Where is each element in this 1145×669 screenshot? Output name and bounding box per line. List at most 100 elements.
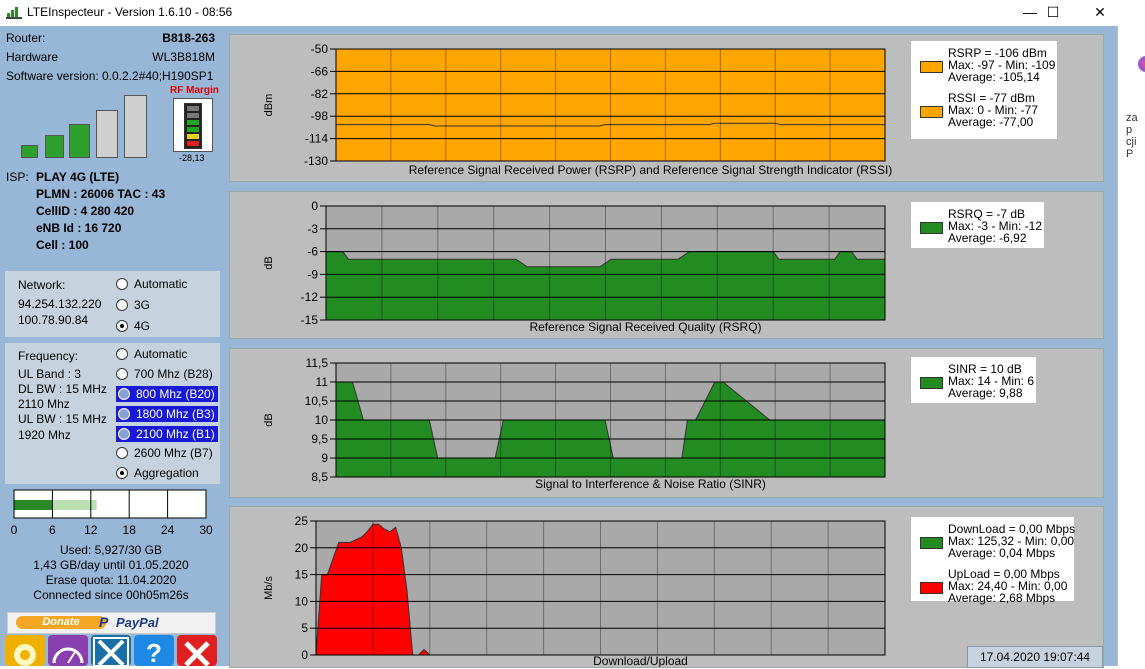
help-icon: ? bbox=[146, 638, 162, 668]
quota-used: Used: 5,927/30 GB bbox=[59, 543, 163, 557]
settings-button[interactable] bbox=[5, 635, 45, 666]
y-tick-label: -12 bbox=[301, 290, 319, 304]
app-icon bbox=[6, 7, 22, 19]
speedometer-button[interactable] bbox=[48, 635, 88, 666]
y-tick-label: 5 bbox=[301, 621, 308, 635]
background-window-edge: za p cji P bbox=[1117, 26, 1145, 666]
network-option-4g[interactable]: 4G bbox=[116, 319, 150, 333]
option-label: 1800 Mhz (B3) bbox=[136, 407, 215, 421]
freq-option-aggregation[interactable]: Aggregation bbox=[116, 466, 199, 480]
y-tick-label: -3 bbox=[307, 222, 318, 236]
legend-text: Max: 0 - Min: -77 bbox=[948, 103, 1039, 117]
legend-text: Average: -6,92 bbox=[948, 231, 1027, 245]
y-tick-label: -82 bbox=[311, 87, 329, 101]
y-tick-label: 10 bbox=[315, 413, 329, 427]
network-label: Network: bbox=[18, 278, 66, 292]
option-label: Automatic bbox=[134, 347, 188, 361]
network-ip-2: 100.78.90.84 bbox=[18, 313, 89, 327]
radio-icon bbox=[118, 388, 130, 400]
rf-margin-label: RF Margin bbox=[170, 85, 219, 96]
fullscreen-button[interactable] bbox=[91, 635, 131, 667]
option-label: 2100 Mhz (B1) bbox=[136, 427, 215, 441]
freq-option-b1[interactable]: 2100 Mhz (B1) bbox=[116, 426, 218, 442]
chart-legend: RSRQ = -7 dB Max: -3 - Min: -12 Average: -… bbox=[911, 202, 1044, 248]
donate-label: Donate bbox=[16, 616, 106, 629]
chart-title: Download/Upload bbox=[593, 654, 688, 667]
rsrq-plot: 0 -3 -6 -9 -12 -15 dB Reference Signal Received… bbox=[263, 199, 886, 334]
y-tick-label: 0 bbox=[301, 648, 308, 662]
browser-icon bbox=[1138, 56, 1145, 72]
ul-bw: UL BW : 15 MHz bbox=[18, 412, 107, 426]
title-bar: LTEInspecteur - Version 1.6.10 - 08:56 —… bbox=[0, 0, 1145, 26]
legend-text: Max: 24,40 - Min: 0,00 bbox=[948, 579, 1068, 593]
series-area-rsq bbox=[326, 251, 885, 320]
chart-title: Reference Signal Received Quality (RSRQ) bbox=[529, 320, 761, 334]
network-ip-1: 94.254.132.220 bbox=[18, 297, 102, 311]
close-icon bbox=[184, 641, 210, 667]
y-tick-label: 9 bbox=[321, 451, 328, 465]
freq-option-b7[interactable]: 2600 Mhz (B7) bbox=[116, 446, 213, 460]
series-area-upload bbox=[316, 524, 430, 655]
speed-plot: 25 20 15 10 5 0 Mb/s Download/Upload bbox=[263, 514, 886, 667]
radio-icon bbox=[116, 299, 128, 311]
close-button[interactable]: ✕ bbox=[1094, 4, 1106, 20]
signal-bar-1 bbox=[21, 145, 38, 158]
legend-text: Average: 9,88 bbox=[948, 386, 1023, 400]
software-value: 0.0.2.2#40;H190SP1 bbox=[102, 69, 214, 83]
minimize-button[interactable]: — bbox=[1023, 4, 1037, 20]
y-axis-label: Mb/s bbox=[263, 576, 275, 600]
series-line-rsrp bbox=[336, 122, 885, 127]
network-option-automatic[interactable]: Automatic bbox=[116, 277, 187, 291]
quota-tick-label: 12 bbox=[84, 523, 98, 537]
isp-label: ISP: bbox=[6, 170, 29, 184]
signal-bar-4 bbox=[96, 110, 118, 158]
maximize-button[interactable]: ☐ bbox=[1046, 4, 1060, 20]
y-tick-label: 11 bbox=[316, 375, 329, 389]
option-label: Aggregation bbox=[134, 466, 199, 480]
radio-icon bbox=[116, 368, 128, 380]
chart-legend: SINR = 10 dB Max: 14 - Min: 6 Average: 9,8… bbox=[911, 357, 1036, 403]
freq-option-b20[interactable]: 800 Mhz (B20) bbox=[116, 386, 218, 402]
quota-tick-label: 18 bbox=[123, 523, 137, 537]
rsrp-plot: -50 -66 -82 -98 -114 -130 dBm Reference Signal … bbox=[263, 42, 893, 177]
y-tick-label: -6 bbox=[307, 245, 318, 259]
option-label: 800 Mhz (B20) bbox=[136, 387, 215, 401]
sinr-chart: 11,5 11 10,5 10 9,5 9 8,5 dB Signal to Interfere… bbox=[229, 348, 1104, 498]
legend-swatch bbox=[920, 537, 943, 549]
freq-option-b3[interactable]: 1800 Mhz (B3) bbox=[116, 406, 218, 422]
donate-paypal-button[interactable]: Donate P PayPal bbox=[7, 612, 216, 634]
rf-margin-value: -28,13 bbox=[179, 153, 205, 163]
legend-swatch bbox=[920, 106, 943, 118]
chart-title: Signal to Interference & Noise Ratio (SI… bbox=[535, 477, 766, 491]
y-tick-label: 0 bbox=[311, 199, 318, 213]
cell-id: CellID : 4 280 420 bbox=[36, 204, 135, 218]
svg-text:?: ? bbox=[146, 638, 162, 666]
legend-swatch bbox=[920, 377, 943, 389]
dl-bw: DL BW : 15 MHz bbox=[18, 382, 107, 396]
plot-border bbox=[335, 362, 886, 478]
exit-button[interactable] bbox=[177, 635, 217, 667]
series-area-sinr bbox=[336, 382, 885, 477]
quota-used-fill bbox=[14, 500, 52, 510]
signal-bar-5 bbox=[124, 95, 147, 158]
freq-option-b28[interactable]: 700 Mhz (B28) bbox=[116, 367, 213, 381]
y-tick-label: -114 bbox=[305, 132, 328, 146]
network-option-3g[interactable]: 3G bbox=[116, 298, 150, 312]
quota-tick-label: 30 bbox=[199, 523, 213, 537]
chart-title: Reference Signal Received Power (RSRP) a… bbox=[409, 163, 893, 177]
legend-text: Max: -97 - Min: -109 bbox=[948, 58, 1056, 72]
y-tick-label: -15 bbox=[301, 313, 319, 327]
chart-legend: DownLoad = 0,00 Mbps Max: 125,32 - Min: 0… bbox=[911, 517, 1075, 604]
chart-legend: RSRP = -106 dBm Max: -97 - Min: -109 Avera… bbox=[911, 41, 1057, 139]
quota-allowed-fill bbox=[14, 500, 97, 510]
radio-icon bbox=[116, 348, 128, 360]
help-button[interactable]: ? bbox=[134, 635, 174, 668]
y-tick-label: -9 bbox=[307, 267, 318, 281]
legend-swatch bbox=[920, 222, 943, 234]
y-tick-label: -130 bbox=[304, 154, 328, 168]
speedometer-icon bbox=[52, 647, 84, 664]
legend-swatch bbox=[920, 582, 943, 594]
hardware-value: WL3B818M bbox=[152, 50, 215, 64]
signal-bar-2 bbox=[45, 135, 64, 158]
freq-option-automatic[interactable]: Automatic bbox=[116, 347, 187, 361]
